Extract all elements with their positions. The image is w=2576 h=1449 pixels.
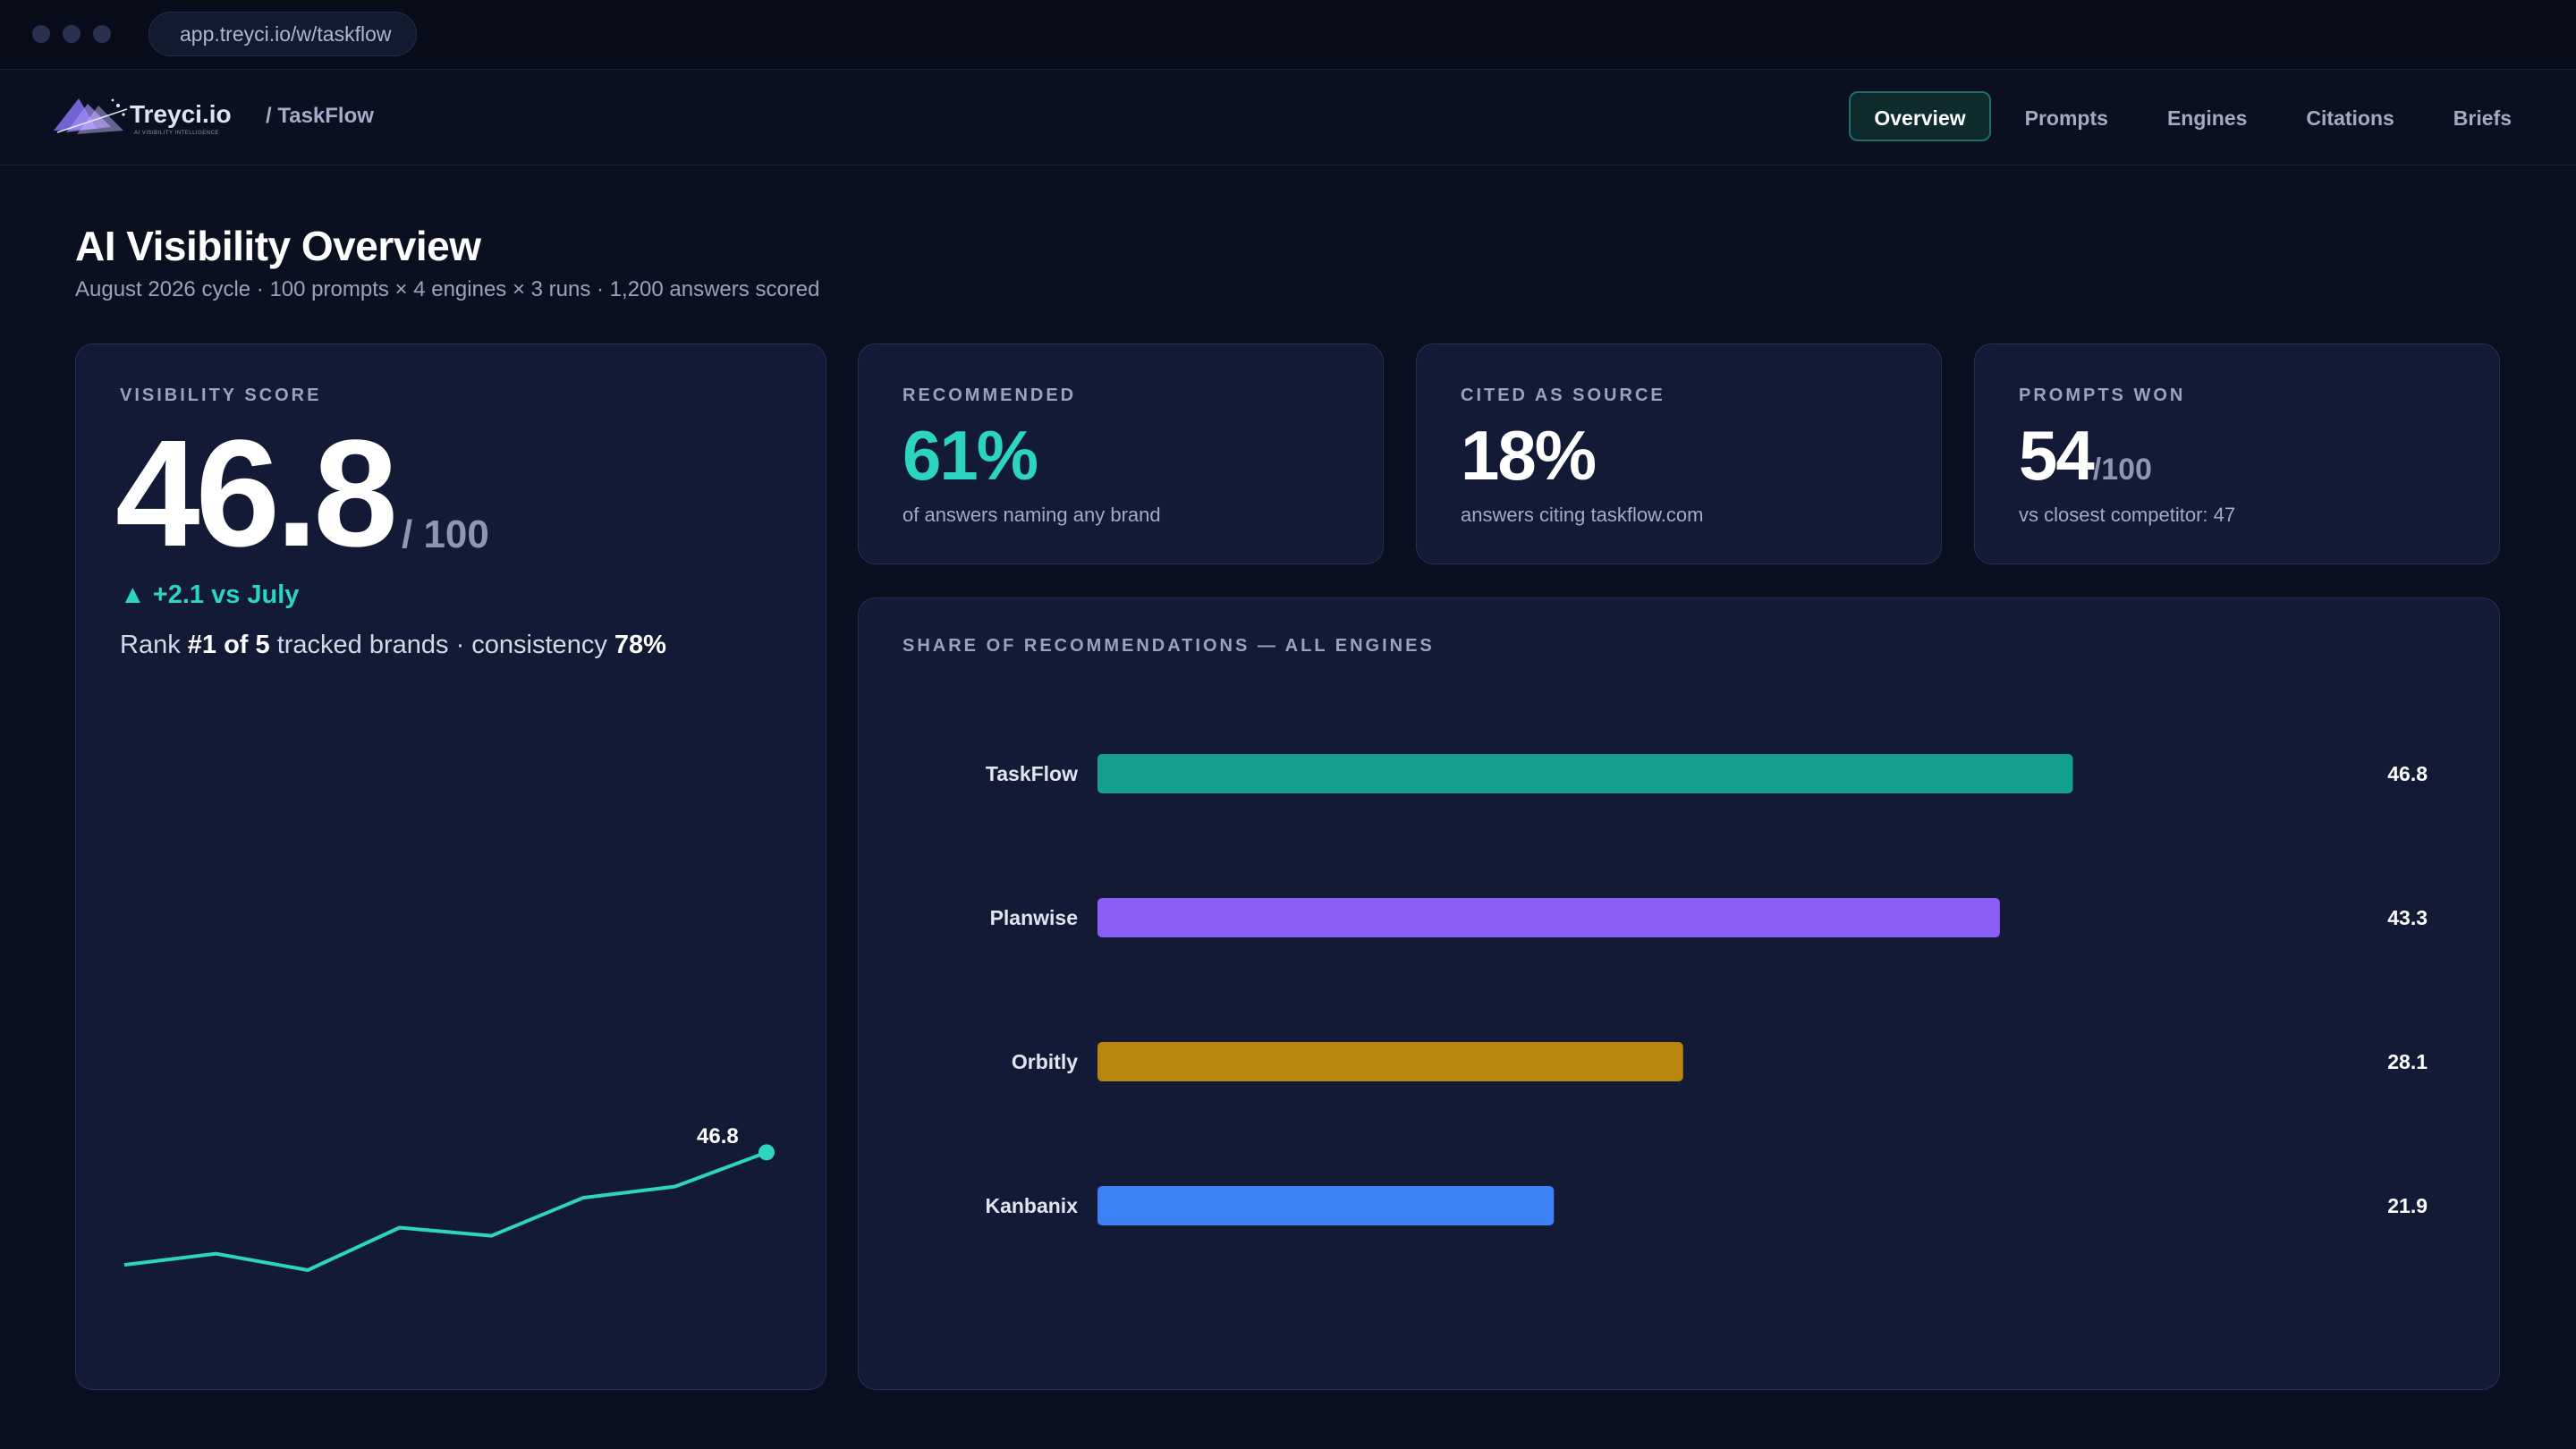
tab-briefs[interactable]: Briefs [2453,106,2512,130]
visibility-score-card: VISIBILITY SCORE 46.8 / 100 ▲ +2.1 vs Ju… [75,343,826,1390]
bar-value-planwise: 43.3 [2387,906,2428,929]
visibility-delta: ▲ +2.1 vs July [120,580,300,609]
share-of-recommendations-card: SHARE OF RECOMMENDATIONS — ALL ENGINES T… [858,597,2500,1390]
bar-kanbanix[interactable] [1097,1186,1555,1225]
tab-overview[interactable]: Overview [1849,91,1991,141]
trend-last-label: 46.8 [697,1124,739,1148]
trend-line [123,1150,767,1272]
trend-last-point[interactable] [758,1144,775,1161]
main-nav: Overview Prompts Engines Citations Brief… [1849,91,2537,141]
bar-value-kanbanix: 21.9 [2387,1194,2428,1217]
tab-citations[interactable]: Citations [2306,106,2394,130]
bar-label-kanbanix: Kanbanix [985,1194,1078,1217]
bar-value-orbitly: 28.1 [2387,1050,2428,1073]
cited-value: 18% [1461,416,1597,495]
treyci-logo-icon[interactable] [52,93,129,140]
recommended-label: RECOMMENDED [902,386,1077,405]
cited-sub: answers citing taskflow.com [1461,504,1704,526]
bar-label-orbitly: Orbitly [1012,1050,1078,1073]
recommended-sub: of answers naming any brand [902,504,1161,526]
bar-planwise[interactable] [1097,898,2000,937]
bar-label-planwise: Planwise [990,906,1078,929]
prompts-won-suffix: /100 [2092,453,2152,487]
recommended-card: RECOMMENDED 61% of answers naming any br… [858,343,1384,564]
browser-chrome: app.treyci.io/w/taskflow [0,0,2576,70]
brand-tagline: AI VISIBILITY INTELLIGENCE [134,131,219,136]
prompts-won-sub: vs closest competitor: 47 [2019,504,2236,526]
page-subtitle: August 2026 cycle · 100 prompts × 4 engi… [75,277,820,301]
bar-value-taskflow: 46.8 [2387,762,2428,785]
tab-prompts[interactable]: Prompts [2024,106,2108,130]
url-bar[interactable]: app.treyci.io/w/taskflow [148,12,417,56]
prompts-won-label: PROMPTS WON [2019,386,2186,405]
window-minimize-dot[interactable] [63,25,80,43]
share-chart-title: SHARE OF RECOMMENDATIONS — ALL ENGINES [902,636,1435,656]
bar-orbitly[interactable] [1097,1042,1683,1081]
cited-card: CITED AS SOURCE 18% answers citing taskf… [1416,343,1942,564]
prompts-won-card: PROMPTS WON 54/100 vs closest competitor… [1974,343,2500,564]
share-bar-chart: TaskFlow 46.8 Planwise 43.3 Orbitly 28.1 Kanba… [985,754,2428,1225]
tab-engines[interactable]: Engines [2166,106,2248,130]
rank-mid: tracked brands · consistency [276,631,607,659]
breadcrumb[interactable]: / TaskFlow [266,104,374,128]
app-header: Treyci.io AI VISIBILITY INTELLIGENCE / T… [0,70,2576,165]
rank-prefix: Rank [120,631,181,659]
visibility-score-max: / 100 [402,513,489,556]
rank-line: Rank #1 of 5 tracked brands · consistenc… [120,631,666,660]
recommended-value: 61% [902,416,1038,495]
bar-label-taskflow: TaskFlow [986,762,1078,785]
bar-taskflow[interactable] [1097,754,2073,793]
consistency-value: 78% [614,631,666,659]
prompts-won-value: 54 [2019,416,2095,495]
window-maximize-dot[interactable] [93,25,111,43]
prompts-won-value-line: 54/100 [2019,419,2152,493]
visibility-score-value: 46.8 [115,409,398,579]
rank-value: #1 of 5 [187,631,270,659]
window-close-dot[interactable] [32,25,50,43]
visibility-score-label: VISIBILITY SCORE [120,386,322,405]
cited-label: CITED AS SOURCE [1461,386,1665,405]
page-title: AI Visibility Overview [75,223,481,269]
brand-name[interactable]: Treyci.io [130,100,232,128]
visibility-trend-sparkline [123,1144,775,1272]
